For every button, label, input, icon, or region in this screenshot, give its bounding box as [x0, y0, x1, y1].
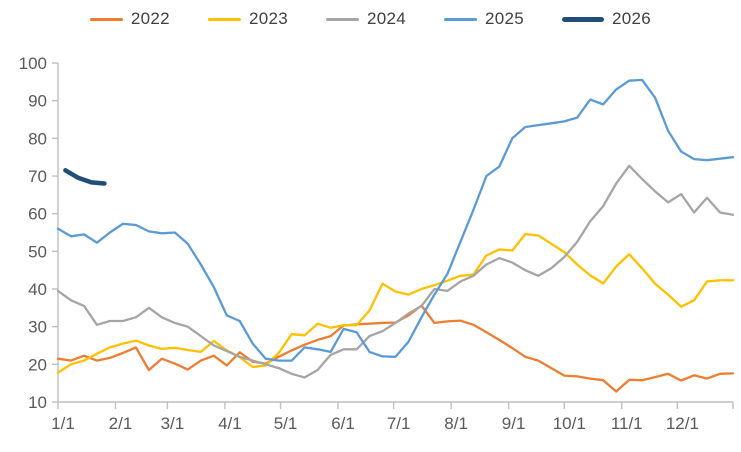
- legend-item-2026: 2026: [562, 9, 651, 29]
- legend-item-2023: 2023: [207, 9, 288, 29]
- x-tick-label: 4/1: [218, 414, 242, 433]
- legend-label: 2025: [485, 9, 525, 28]
- x-tick-label: 1/1: [51, 414, 75, 433]
- y-tick-label: 60: [28, 205, 47, 224]
- series-line-2024: [56, 164, 735, 379]
- x-tick-label: 3/1: [161, 414, 185, 433]
- legend-label: 2024: [366, 9, 407, 28]
- y-tick-label: 20: [28, 355, 47, 374]
- series-line-2023: [56, 232, 735, 374]
- x-tick-label: 2/1: [109, 414, 133, 433]
- y-tick-label: 100: [19, 54, 47, 73]
- y-tick-label: 30: [28, 318, 47, 337]
- legend-item-2024: 2024: [325, 9, 407, 29]
- x-tick-label: 8/1: [444, 414, 468, 433]
- y-tick-label: 50: [28, 242, 47, 261]
- legend-swatch-2024: [325, 17, 359, 21]
- chart-legend: 2022 2023 2024 2025 2026: [0, 7, 741, 31]
- legend-swatch-2026: [562, 16, 605, 22]
- legend-swatch-2025: [444, 17, 478, 21]
- x-tick-label: 5/1: [274, 414, 298, 433]
- x-tick-label: 6/1: [331, 414, 355, 433]
- legend-swatch-2023: [207, 17, 241, 21]
- legend-label: 2022: [130, 9, 170, 28]
- legend-item-2025: 2025: [444, 9, 524, 29]
- x-tick-label: 11/1: [611, 414, 643, 433]
- legend-item-2022: 2022: [89, 9, 170, 29]
- x-tick-label: 7/1: [387, 414, 411, 433]
- legend-label: 2026: [612, 9, 652, 28]
- series-line-2026: [63, 168, 107, 186]
- legend-label: 2023: [248, 9, 288, 28]
- y-tick-label: 10: [28, 393, 47, 412]
- legend-swatch-2022: [89, 17, 123, 21]
- y-tick-label: 70: [28, 167, 47, 186]
- y-tick-label: 40: [28, 280, 47, 299]
- x-tick-label: 12/1: [666, 414, 699, 433]
- x-tick-label: 10/1: [553, 414, 586, 433]
- y-tick-label: 80: [28, 129, 47, 148]
- y-tick-label: 90: [28, 92, 47, 111]
- series-line-2025: [56, 78, 735, 362]
- x-tick-label: 9/1: [502, 414, 526, 433]
